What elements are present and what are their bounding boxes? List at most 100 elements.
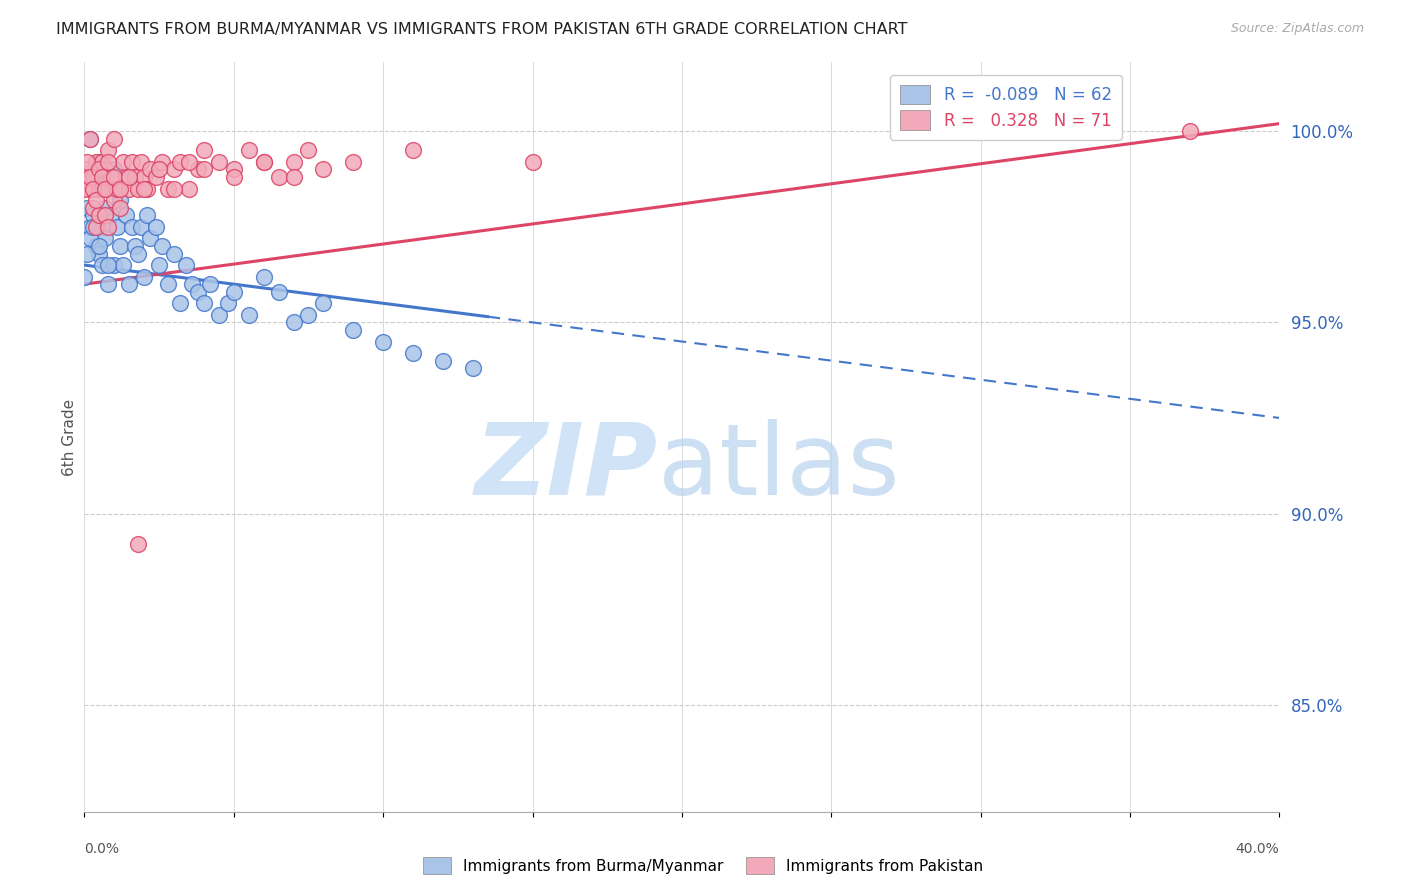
- Point: [342, 323, 364, 337]
- Point: [94, 162, 117, 177]
- Point: [283, 154, 305, 169]
- Point: [97, 277, 120, 292]
- Point: [86, 193, 108, 207]
- Point: [100, 208, 122, 222]
- Point: [79, 231, 101, 245]
- Point: [169, 296, 191, 310]
- Point: [105, 219, 128, 234]
- Point: [132, 170, 156, 185]
- Point: [157, 277, 180, 292]
- Point: [145, 170, 167, 185]
- Point: [89, 162, 111, 177]
- Point: [86, 154, 108, 169]
- Point: [222, 170, 245, 185]
- Point: [129, 154, 152, 169]
- Point: [124, 239, 146, 253]
- Point: [402, 346, 425, 360]
- Point: [1178, 124, 1201, 138]
- Point: [118, 277, 141, 292]
- Point: [208, 154, 231, 169]
- Text: 0.0%: 0.0%: [84, 842, 120, 856]
- Point: [110, 181, 132, 195]
- Point: [76, 162, 98, 177]
- Point: [115, 208, 138, 222]
- Point: [253, 154, 276, 169]
- Point: [76, 246, 98, 260]
- Point: [79, 132, 101, 146]
- Point: [94, 181, 117, 195]
- Point: [181, 277, 204, 292]
- Point: [217, 296, 239, 310]
- Point: [94, 208, 117, 222]
- Point: [82, 208, 104, 222]
- Point: [89, 239, 111, 253]
- Point: [127, 537, 149, 551]
- Point: [177, 154, 200, 169]
- Point: [129, 219, 152, 234]
- Point: [169, 154, 191, 169]
- Point: [110, 239, 132, 253]
- Point: [112, 258, 135, 272]
- Text: Source: ZipAtlas.com: Source: ZipAtlas.com: [1230, 22, 1364, 36]
- Point: [267, 170, 290, 185]
- Point: [198, 277, 221, 292]
- Point: [136, 181, 159, 195]
- Point: [148, 162, 170, 177]
- Point: [163, 246, 186, 260]
- Point: [121, 219, 143, 234]
- Point: [193, 144, 215, 158]
- Point: [136, 208, 159, 222]
- Point: [118, 170, 141, 185]
- Point: [267, 285, 290, 299]
- Point: [150, 239, 173, 253]
- Point: [253, 154, 276, 169]
- Point: [187, 162, 209, 177]
- Point: [312, 162, 335, 177]
- Point: [73, 269, 96, 284]
- Point: [103, 132, 125, 146]
- Point: [86, 170, 108, 185]
- Point: [121, 154, 143, 169]
- Point: [402, 144, 425, 158]
- Point: [148, 258, 170, 272]
- Text: 40.0%: 40.0%: [1236, 842, 1279, 856]
- Point: [79, 181, 101, 195]
- Point: [461, 361, 484, 376]
- Point: [79, 132, 101, 146]
- Point: [86, 239, 108, 253]
- Point: [127, 246, 149, 260]
- Point: [238, 308, 260, 322]
- Y-axis label: 6th Grade: 6th Grade: [62, 399, 77, 475]
- Point: [76, 201, 98, 215]
- Point: [103, 258, 125, 272]
- Point: [112, 154, 135, 169]
- Point: [193, 296, 215, 310]
- Point: [342, 154, 364, 169]
- Point: [132, 269, 156, 284]
- Point: [297, 308, 319, 322]
- Point: [432, 353, 454, 368]
- Point: [82, 201, 104, 215]
- Point: [97, 258, 120, 272]
- Point: [91, 181, 114, 195]
- Point: [110, 193, 132, 207]
- Point: [132, 181, 156, 195]
- Point: [82, 181, 104, 195]
- Text: IMMIGRANTS FROM BURMA/MYANMAR VS IMMIGRANTS FROM PAKISTAN 6TH GRADE CORRELATION : IMMIGRANTS FROM BURMA/MYANMAR VS IMMIGRA…: [56, 22, 908, 37]
- Point: [187, 285, 209, 299]
- Point: [522, 154, 544, 169]
- Point: [193, 162, 215, 177]
- Point: [177, 181, 200, 195]
- Point: [139, 162, 162, 177]
- Point: [127, 181, 149, 195]
- Point: [73, 181, 96, 195]
- Point: [110, 201, 132, 215]
- Point: [94, 231, 117, 245]
- Point: [94, 201, 117, 215]
- Point: [124, 170, 146, 185]
- Point: [145, 219, 167, 234]
- Point: [82, 219, 104, 234]
- Point: [150, 154, 173, 169]
- Point: [82, 181, 104, 195]
- Point: [89, 208, 111, 222]
